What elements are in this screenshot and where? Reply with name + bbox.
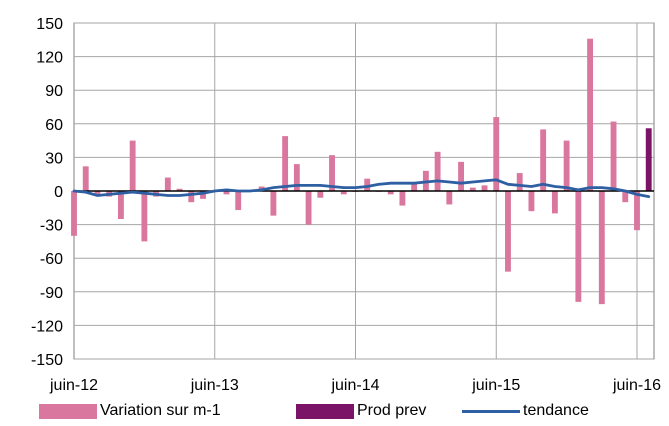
bar-variation — [399, 191, 406, 206]
y-tick-label: -150 — [31, 352, 63, 369]
bar-variation — [634, 191, 640, 231]
bar-variation — [117, 191, 124, 219]
legend: Variation sur m-1 Prod prev tendance — [0, 400, 669, 426]
bar-variation — [587, 38, 594, 192]
y-tick-label: -120 — [31, 318, 63, 335]
bar-variation — [481, 185, 488, 191]
bar-variation — [493, 117, 500, 191]
legend-label-variation: Variation sur m-1 — [100, 402, 221, 419]
x-axis-ticks: juin-12 juin-13 juin-14 juin-15 juin-16 — [49, 377, 661, 394]
y-tick-label: 0 — [54, 184, 63, 201]
legend-label-prod-prev: Prod prev — [357, 402, 427, 419]
bar-variation — [505, 191, 511, 272]
legend-item-prod-prev: Prod prev — [296, 402, 426, 420]
legend-label-tendance: tendance — [523, 402, 589, 419]
bar-variation — [293, 164, 300, 191]
x-tick-label: juin-15 — [471, 377, 520, 394]
bar-variation — [129, 140, 136, 191]
bar-variation — [598, 191, 605, 305]
x-tick-label: juin-16 — [612, 377, 661, 394]
bar-variation — [164, 177, 171, 191]
x-tick-label: juin-14 — [330, 377, 379, 394]
y-tick-label: -60 — [40, 251, 63, 268]
bar-variation — [71, 191, 77, 236]
bar-variation — [563, 140, 570, 191]
bar-variation — [458, 161, 464, 191]
bar-variation — [364, 178, 371, 191]
bar-variation — [610, 121, 617, 191]
bar-variation — [282, 136, 289, 191]
bar-variation — [200, 191, 206, 199]
legend-swatch-variation — [39, 403, 97, 419]
legend-item-tendance: tendance — [462, 402, 589, 420]
bar-variation — [176, 188, 183, 191]
bar-variation — [516, 173, 523, 191]
bar-variation — [387, 191, 394, 195]
bar-prod-prev — [645, 128, 652, 191]
bar-variation — [270, 191, 277, 216]
legend-swatch-tendance — [462, 409, 520, 413]
y-tick-label: 120 — [36, 50, 63, 67]
bar-variation — [329, 155, 335, 191]
y-tick-label: 150 — [36, 16, 63, 33]
y-axis-ticks: 150 120 90 60 30 0 -30 -60 -90 -120 -150 — [31, 16, 63, 369]
x-tick-label: juin-12 — [49, 377, 98, 394]
legend-item-variation: Variation sur m-1 — [39, 402, 221, 420]
y-tick-label: -30 — [40, 218, 63, 235]
bar-variation — [469, 187, 476, 191]
trend-line — [72, 178, 651, 199]
legend-swatch-prod-prev — [296, 403, 354, 419]
bar-variation — [446, 191, 453, 205]
bar-variation — [528, 191, 535, 212]
x-tick-label: juin-13 — [190, 377, 239, 394]
bar-variation — [223, 191, 230, 195]
series-line-tendance — [72, 178, 651, 199]
bar-variation — [411, 182, 418, 191]
bar-variation — [434, 151, 441, 191]
bar-variation — [82, 166, 89, 191]
bar-variation — [94, 191, 101, 195]
bars — [71, 38, 652, 305]
y-tick-label: -90 — [40, 285, 63, 302]
bar-variation — [188, 191, 195, 203]
y-tick-label: 30 — [45, 150, 63, 167]
bar-variation — [141, 191, 148, 242]
bar-variation — [551, 191, 558, 214]
bar-variation — [540, 129, 547, 191]
y-tick-label: 60 — [45, 117, 63, 134]
y-tick-label: 90 — [45, 83, 63, 100]
bar-variation — [622, 191, 629, 203]
bar-variation — [317, 191, 324, 198]
bar-variation — [340, 191, 347, 195]
bar-variation — [575, 191, 582, 302]
bar-variation — [305, 191, 312, 225]
bar-variation — [235, 191, 242, 211]
